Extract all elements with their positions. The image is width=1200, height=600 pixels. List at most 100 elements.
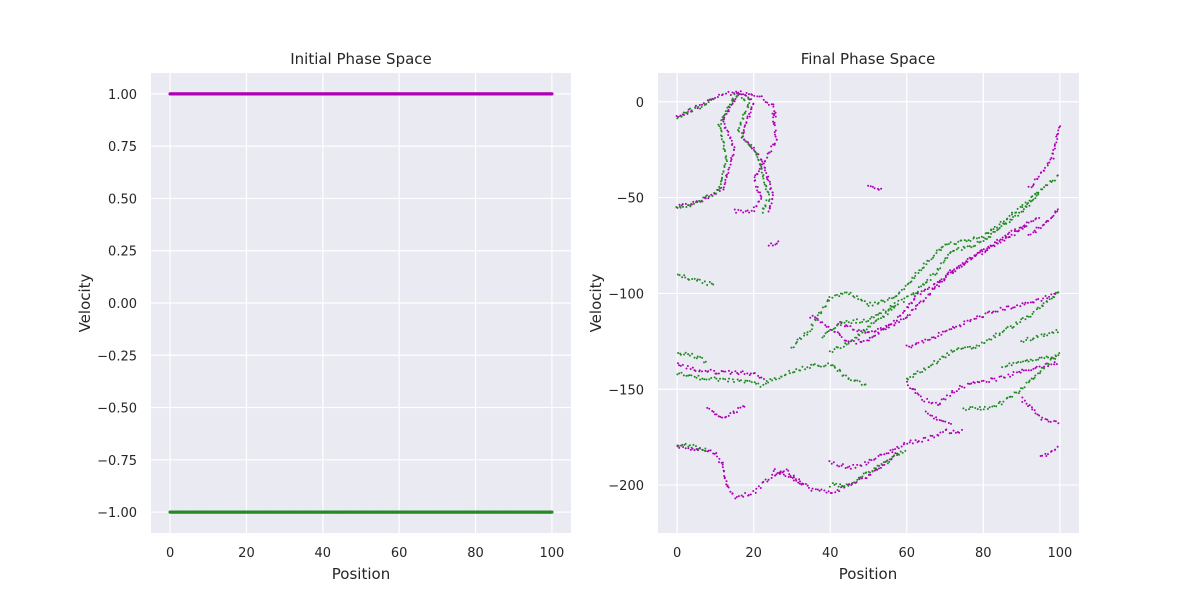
data-point (771, 112, 774, 115)
data-point (890, 305, 893, 308)
data-point (723, 122, 726, 125)
data-point (730, 99, 733, 102)
data-point (1032, 183, 1035, 186)
data-point (760, 166, 763, 169)
data-point (910, 302, 913, 305)
data-point (1027, 315, 1030, 318)
data-point (1053, 296, 1056, 299)
data-point (889, 307, 892, 310)
data-point (798, 478, 801, 481)
data-point (690, 202, 693, 205)
data-point (927, 439, 930, 442)
data-point (1054, 354, 1057, 357)
data-point (709, 449, 712, 452)
data-point (982, 408, 985, 411)
data-point (909, 439, 912, 442)
data-point (1037, 191, 1040, 194)
data-point (824, 324, 827, 327)
data-point (1021, 368, 1024, 371)
data-point (721, 466, 724, 469)
data-point (739, 121, 742, 124)
x-tick-label: 20 (238, 546, 255, 561)
data-point (1022, 369, 1025, 372)
data-point (693, 356, 696, 359)
data-point (892, 319, 895, 322)
data-point (1022, 210, 1025, 213)
data-point (801, 365, 804, 368)
data-point (932, 254, 935, 257)
data-point (1055, 363, 1058, 366)
x-tick-label: 60 (898, 546, 915, 561)
data-point (981, 253, 984, 256)
data-point (945, 243, 948, 246)
data-point (821, 336, 824, 339)
data-point (767, 191, 770, 194)
data-point (958, 384, 961, 387)
data-point (939, 262, 942, 265)
data-point (867, 473, 870, 476)
data-point (1009, 395, 1012, 398)
data-point (895, 295, 898, 298)
data-point (944, 243, 947, 246)
data-point (861, 321, 864, 324)
data-point (1057, 422, 1060, 425)
data-point (861, 475, 864, 478)
data-point (731, 378, 734, 381)
data-point (911, 308, 914, 311)
final-phase-space-panel: 0 20 40 60 80 100 0 −50 −100 −150 −200 Final Phas… (587, 50, 1079, 583)
data-point (731, 102, 734, 105)
data-point (719, 127, 722, 130)
data-point (724, 378, 727, 381)
data-point (778, 471, 781, 474)
data-point (845, 291, 848, 294)
data-point (818, 489, 821, 492)
data-point (811, 324, 814, 327)
data-point (742, 211, 745, 214)
data-point (1037, 372, 1040, 375)
data-point (926, 259, 929, 262)
data-point (880, 453, 883, 456)
data-point (980, 341, 983, 344)
data-point (982, 248, 985, 251)
data-point (1039, 455, 1042, 458)
data-point (771, 473, 774, 476)
data-point (1019, 305, 1022, 308)
data-point (963, 320, 966, 323)
data-point (922, 341, 925, 344)
chart-title: Final Phase Space (801, 50, 936, 68)
data-point (976, 315, 979, 318)
data-point (1008, 362, 1011, 365)
data-point (729, 372, 732, 375)
data-point (998, 239, 1001, 242)
data-point (1058, 352, 1061, 355)
data-point (768, 198, 771, 201)
data-point (750, 98, 753, 101)
data-point (861, 477, 864, 480)
data-point (722, 377, 725, 380)
data-point (746, 103, 749, 106)
data-point (747, 493, 750, 496)
data-point (705, 378, 708, 381)
data-point (729, 490, 732, 493)
data-point (727, 130, 730, 133)
data-point (708, 378, 711, 381)
data-point (910, 280, 913, 283)
data-point (923, 400, 926, 403)
data-point (1023, 225, 1026, 228)
data-point (1015, 321, 1018, 324)
data-point (991, 405, 994, 408)
data-point (934, 401, 937, 404)
data-point (1018, 370, 1021, 373)
data-point (746, 209, 749, 212)
x-tick-label: 20 (745, 546, 762, 561)
data-point (966, 245, 969, 248)
data-point (677, 362, 680, 365)
data-point (932, 336, 935, 339)
data-point (978, 406, 981, 409)
data-point (720, 186, 723, 189)
data-point (772, 105, 775, 108)
data-point (940, 419, 943, 422)
data-point (1010, 229, 1013, 232)
data-point (963, 386, 966, 389)
data-point (834, 294, 837, 297)
